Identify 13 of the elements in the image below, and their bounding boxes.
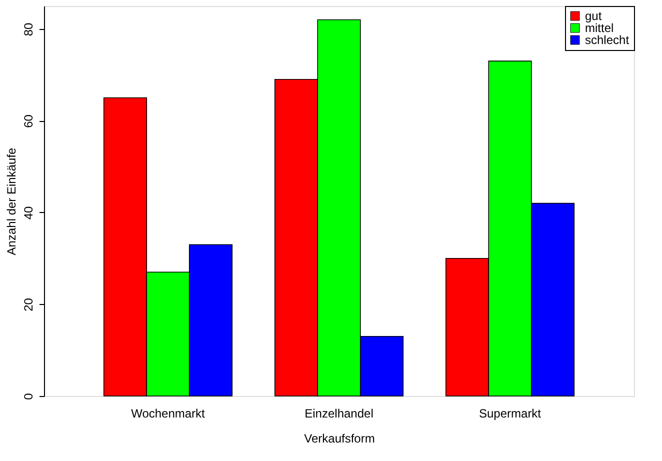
y-tick-label: 20 bbox=[22, 298, 36, 312]
x-tick-label: Wochenmarkt bbox=[131, 406, 206, 420]
legend-label: schlecht bbox=[585, 33, 630, 47]
x-tick-label: Einzelhandel bbox=[304, 406, 374, 420]
x-axis-title: Verkaufsform bbox=[304, 432, 375, 446]
y-tick-label: 40 bbox=[22, 206, 36, 220]
y-tick-label: 60 bbox=[22, 114, 36, 128]
x-tick-label: Supermarkt bbox=[479, 406, 542, 420]
y-tick-label: 80 bbox=[22, 22, 36, 36]
legend-label: gut bbox=[585, 9, 602, 23]
legend-label: mittel bbox=[585, 21, 614, 35]
y-tick-label: 0 bbox=[22, 392, 36, 400]
y-axis-title: Anzahl der Einkäufe bbox=[4, 147, 18, 256]
